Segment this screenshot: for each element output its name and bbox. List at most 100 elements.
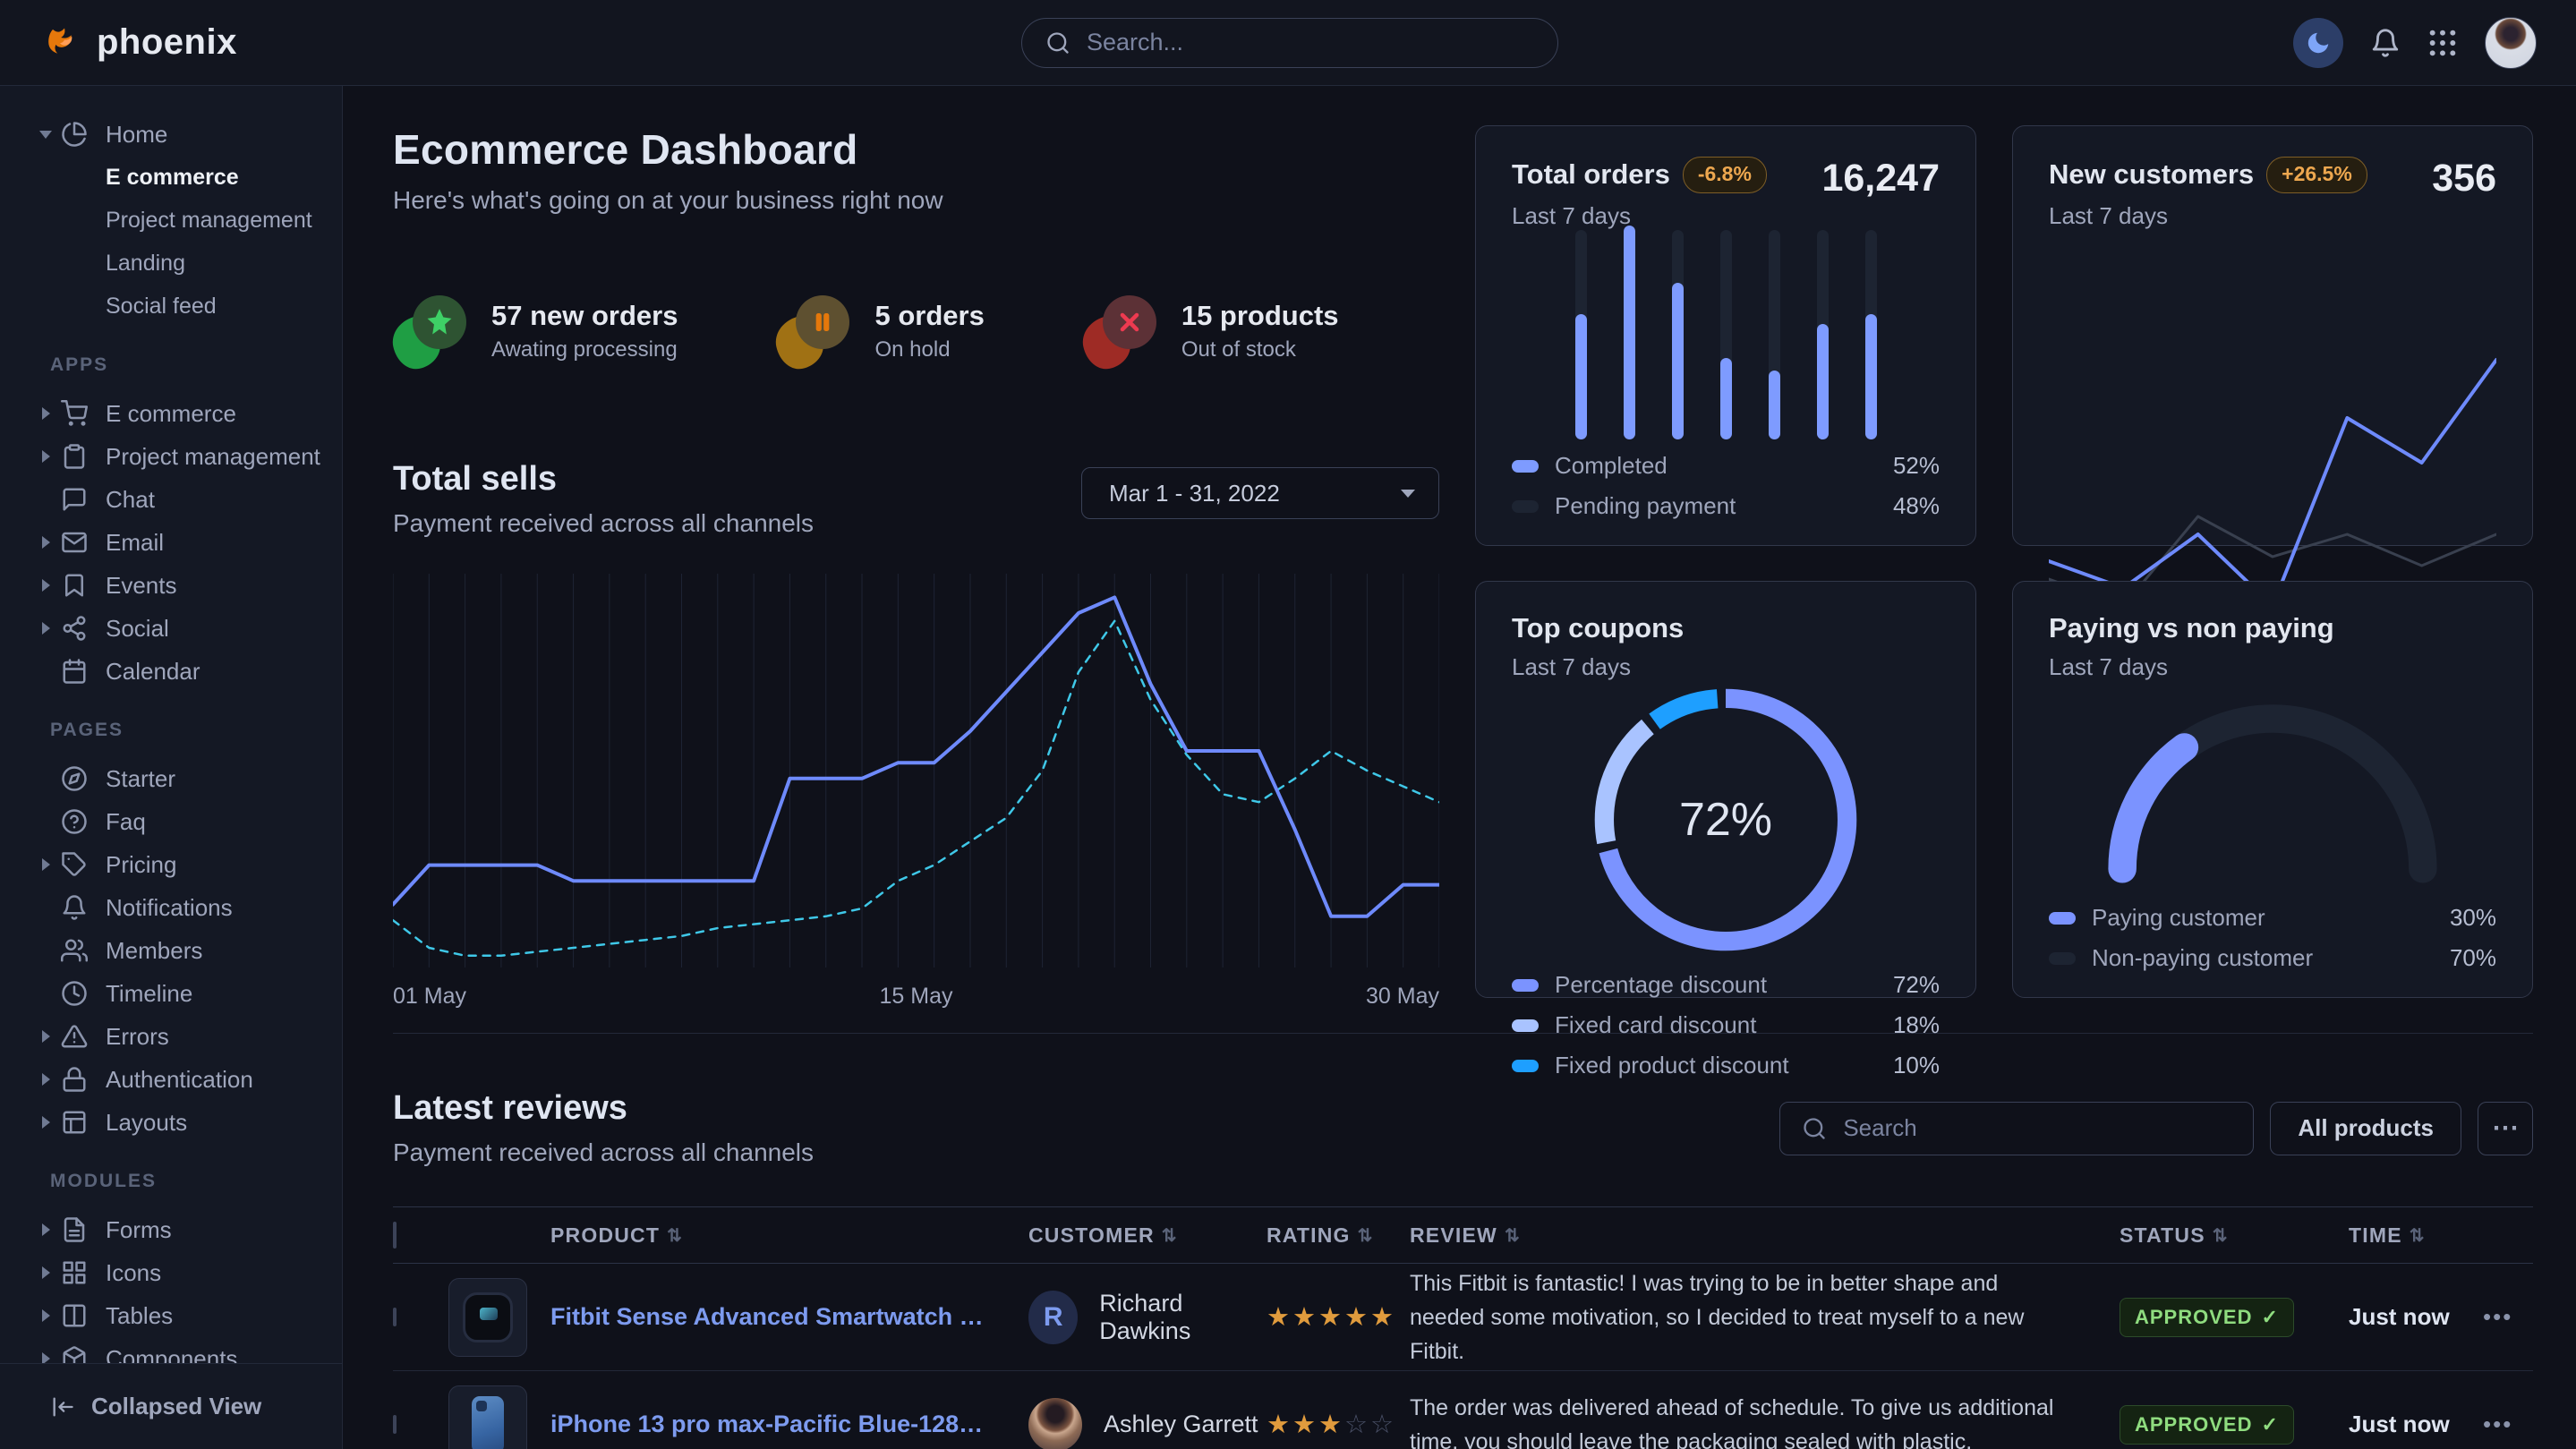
card-top-coupons: Top coupons Last 7 days 72% Percentage d… [1475, 581, 1976, 998]
sidebar-item-icons[interactable]: Icons [0, 1251, 342, 1294]
row-menu-button[interactable]: ••• [2483, 1303, 2512, 1330]
coupons-donut-chart: 72% [1512, 681, 1940, 959]
legend-label: Completed [1555, 452, 1668, 480]
reviews-more-button[interactable]: ⋯ [2478, 1102, 2533, 1155]
sidebar-item-events[interactable]: Events [0, 564, 342, 607]
search-icon [1802, 1116, 1827, 1141]
sidebar-item-label: Tables [106, 1302, 173, 1330]
column-header-status[interactable]: STATUS⇅ [2120, 1223, 2349, 1248]
legend-item: Non-paying customer70% [2049, 944, 2496, 972]
date-range-select[interactable]: Mar 1 - 31, 2022 [1081, 467, 1439, 519]
sidebar-section-label: PAGES [0, 693, 342, 757]
row-checkbox[interactable] [393, 1415, 397, 1434]
stat-on-hold: 5 ordersOn hold [776, 294, 984, 369]
sidebar-subitem-landing[interactable]: Landing [0, 242, 342, 285]
sidebar-item-components[interactable]: Components [0, 1337, 342, 1363]
column-header-rating[interactable]: RATING⇅ [1267, 1223, 1410, 1248]
reviews-table: PRODUCT⇅ CUSTOMER⇅ RATING⇅ REVIEW⇅ STATU… [393, 1206, 2533, 1449]
coupons-legend: Percentage discount72%Fixed card discoun… [1512, 959, 1940, 1079]
sidebar-item-errors[interactable]: Errors [0, 1015, 342, 1058]
sidebar-item-tables[interactable]: Tables [0, 1294, 342, 1337]
sidebar-item-forms[interactable]: Forms [0, 1208, 342, 1251]
column-header-review[interactable]: REVIEW⇅ [1410, 1223, 2120, 1248]
column-header-product[interactable]: PRODUCT⇅ [448, 1223, 1028, 1248]
product-link[interactable]: iPhone 13 pro max-Pacific Blue-128GB sto… [550, 1411, 998, 1438]
sidebar-item-members[interactable]: Members [0, 929, 342, 972]
reviews-search[interactable] [1779, 1102, 2254, 1155]
sidebar-item-notifications[interactable]: Notifications [0, 886, 342, 929]
moon-icon [2305, 30, 2332, 56]
sidebar-item-e-commerce[interactable]: E commerce [0, 392, 342, 435]
navbar-search-input[interactable] [1085, 28, 1534, 57]
bell-icon [61, 894, 88, 921]
phoenix-logo-icon [43, 23, 82, 63]
latest-reviews-section: Latest reviews Payment received across a… [393, 1033, 2533, 1449]
column-header-customer[interactable]: CUSTOMER⇅ [1028, 1223, 1267, 1248]
customer-avatar[interactable]: R [1028, 1291, 1078, 1344]
apps-grid-button[interactable] [2427, 28, 2458, 58]
collapse-sidebar-button[interactable]: Collapsed View [0, 1363, 342, 1449]
sidebar-section-label: APPS [0, 328, 342, 392]
sidebar-item-layouts[interactable]: Layouts [0, 1101, 342, 1144]
sidebar-item-authentication[interactable]: Authentication [0, 1058, 342, 1101]
stat-sublabel: Out of stock [1181, 337, 1339, 362]
reviews-search-input[interactable] [1841, 1113, 2231, 1143]
sidebar-subitem-e-commerce[interactable]: E commerce [0, 156, 342, 199]
file-text-icon [61, 1216, 88, 1243]
star-stat-icon [393, 294, 468, 369]
sidebar-item-faq[interactable]: Faq [0, 800, 342, 843]
orders-legend: Completed52%Pending payment48% [1512, 439, 1940, 520]
sidebar-item-email[interactable]: Email [0, 521, 342, 564]
sidebar-item-chat[interactable]: Chat [0, 478, 342, 521]
sidebar-item-calendar[interactable]: Calendar [0, 650, 342, 693]
notifications-bell-button[interactable] [2370, 28, 2401, 58]
row-menu-button[interactable]: ••• [2483, 1411, 2512, 1437]
user-avatar[interactable] [2485, 17, 2537, 69]
column-header-time[interactable]: TIME⇅ [2349, 1223, 2483, 1248]
sidebar-item-home[interactable]: Home [0, 113, 342, 156]
share-2-icon [61, 615, 88, 642]
customer-avatar[interactable] [1028, 1398, 1082, 1449]
change-badge: -6.8% [1683, 157, 1767, 193]
brand-logo[interactable]: phoenix [43, 22, 329, 63]
rating-stars: ★★★☆☆ [1267, 1411, 1396, 1439]
order-bar [1624, 230, 1635, 439]
orders-bar-chart [1575, 230, 1877, 439]
page-title: Ecommerce Dashboard [393, 125, 1439, 174]
sidebar-item-starter[interactable]: Starter [0, 757, 342, 800]
legend-item: Paying customer30% [2049, 904, 2496, 932]
package-icon [61, 1345, 88, 1363]
rating-stars: ★★★★★ [1267, 1303, 1396, 1332]
card-title: Top coupons [1512, 612, 1684, 644]
select-all-checkbox[interactable] [393, 1222, 397, 1249]
sidebar-item-project-management[interactable]: Project management [0, 435, 342, 478]
all-products-button[interactable]: All products [2270, 1102, 2461, 1155]
sidebar-item-social[interactable]: Social [0, 607, 342, 650]
legend-value: 10% [1893, 1052, 1940, 1079]
sidebar-item-label: Icons [106, 1259, 161, 1287]
caret-right-icon [32, 1309, 59, 1322]
legend-item: Completed52% [1512, 452, 1940, 480]
navbar-search[interactable] [1021, 18, 1558, 68]
row-checkbox[interactable] [393, 1308, 397, 1326]
sidebar-item-pricing[interactable]: Pricing [0, 843, 342, 886]
bell-icon [2370, 28, 2401, 58]
sort-icon: ⇅ [1505, 1224, 1521, 1247]
sidebar-item-timeline[interactable]: Timeline [0, 972, 342, 1015]
product-thumbnail[interactable] [448, 1278, 527, 1357]
sidebar-item-label: Chat [106, 486, 155, 514]
product-thumbnail[interactable] [448, 1385, 527, 1449]
gauge-value-arc [2122, 719, 2423, 869]
sidebar-subitem-social-feed[interactable]: Social feed [0, 285, 342, 328]
sort-icon: ⇅ [1358, 1224, 1374, 1247]
line-series-current [393, 597, 1439, 916]
message-square-icon [61, 486, 88, 513]
product-link[interactable]: Fitbit Sense Advanced Smartwatch with To… [550, 1303, 998, 1331]
legend-swatch [1512, 1060, 1539, 1072]
stat-value: 57 new orders [491, 300, 678, 332]
legend-label: Fixed product discount [1555, 1052, 1789, 1079]
change-badge: +26.5% [2266, 157, 2367, 193]
sidebar-subitem-project-management[interactable]: Project management [0, 199, 342, 242]
sidebar-item-label: Email [106, 529, 164, 557]
dark-mode-toggle[interactable] [2293, 18, 2343, 68]
